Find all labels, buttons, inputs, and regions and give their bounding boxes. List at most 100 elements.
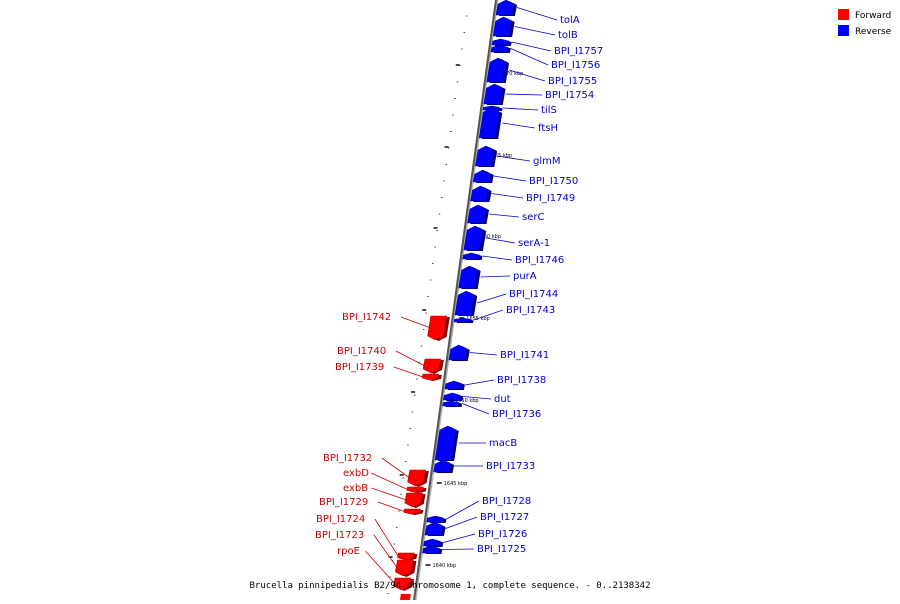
gene-body <box>448 344 468 361</box>
gene-label[interactable]: BPI_I1725 <box>477 544 526 555</box>
gene-leader <box>469 352 498 356</box>
gene-bpi-i1754[interactable]: BPI_I1754 <box>483 83 594 105</box>
gene-body <box>426 515 444 523</box>
gene-rpoe[interactable]: rpoE <box>337 546 415 591</box>
gene-bpi-i1736[interactable]: BPI_I1736 <box>442 400 542 420</box>
gene-label[interactable]: tolB <box>558 30 578 41</box>
gene-label[interactable]: BPI_I1740 <box>337 346 386 357</box>
gene-label[interactable]: macB <box>489 438 517 449</box>
gene-exbd[interactable]: exbD <box>343 468 427 493</box>
gene-bpi-i1732[interactable]: BPI_I1732 <box>323 453 429 487</box>
gene-label[interactable]: dut <box>494 394 511 405</box>
gene-label[interactable]: BPI_I1754 <box>545 90 594 101</box>
gene-label[interactable]: BPI_I1746 <box>515 255 564 266</box>
gene-tolb[interactable]: tolB <box>492 16 578 41</box>
gene-bpi-i1728[interactable]: BPI_I1728 <box>426 496 532 523</box>
kbp-label: 1660 kbp <box>477 234 501 240</box>
gene-label[interactable]: BPI_I1756 <box>551 60 600 71</box>
gene-label[interactable]: BPI_I1723 <box>315 530 364 541</box>
gene-leader <box>480 275 511 278</box>
gene-leader <box>516 7 558 21</box>
gene-sera-1[interactable]: serA-1 <box>463 225 550 251</box>
gene-leader <box>400 316 431 329</box>
gene-body <box>472 169 492 183</box>
gene-label[interactable]: exbD <box>343 468 369 479</box>
gene-body <box>453 317 471 323</box>
gene-label[interactable]: purA <box>513 271 537 282</box>
gene-label[interactable]: BPI_I1744 <box>509 289 558 300</box>
gene-pura[interactable]: purA <box>458 265 537 289</box>
gene-leader <box>443 533 476 543</box>
gene-label[interactable]: ftsH <box>538 123 558 134</box>
gene-label[interactable]: BPI_I1743 <box>506 305 555 316</box>
gene-bpi-i1726[interactable]: BPI_I1726 <box>423 529 527 547</box>
kbp-label: 1645 kbp <box>444 481 468 487</box>
gene-dut[interactable]: dut <box>443 392 511 405</box>
gene-bpi-i1756[interactable]: BPI_I1756 <box>490 44 600 71</box>
gene-label[interactable]: serC <box>522 212 544 223</box>
gene-label[interactable]: exbB <box>343 483 368 494</box>
gene-bpi-i1744[interactable]: BPI_I1744 <box>454 289 558 316</box>
gene-label[interactable]: BPI_I1736 <box>492 409 541 420</box>
gene-bpi-i1724[interactable]: BPI_I1724 <box>316 514 418 561</box>
gene-exbb[interactable]: exbB <box>343 483 426 508</box>
gene-label[interactable]: glmM <box>533 156 561 167</box>
gene-bpi-i1740[interactable]: BPI_I1740 <box>337 346 444 374</box>
gene-label[interactable]: BPI_I1738 <box>497 375 546 386</box>
gene-body <box>427 315 448 341</box>
gene-label[interactable]: serA-1 <box>518 238 550 249</box>
gene-label[interactable]: BPI_I1750 <box>529 176 578 187</box>
gene-bpi-i1750[interactable]: BPI_I1750 <box>472 169 578 187</box>
gene-bpi-i1741[interactable]: BPI_I1741 <box>448 344 549 361</box>
gene-label[interactable]: tilS <box>541 105 557 116</box>
gene-leader <box>462 403 490 415</box>
gene-body <box>458 265 478 289</box>
gene-leader <box>371 487 407 501</box>
gene-label[interactable]: BPI_I1739 <box>335 362 384 373</box>
gene-body <box>397 552 415 561</box>
minor-ticks <box>386 15 468 594</box>
gene-body <box>423 538 441 547</box>
legend-reverse-label: Reverse <box>855 27 892 37</box>
gene-leader <box>488 213 520 218</box>
gene-label[interactable]: BPI_I1729 <box>319 497 368 508</box>
gene-label[interactable]: BPI_I1727 <box>480 512 529 523</box>
gene-body <box>483 83 503 105</box>
gene-bpi-i1723[interactable]: BPI_I1723 <box>315 530 417 577</box>
gene-label[interactable]: BPI_I1749 <box>526 193 575 204</box>
gene-label[interactable]: BPI_I1757 <box>554 46 603 57</box>
gene-label[interactable]: BPI_I1733 <box>486 461 535 472</box>
gene-bpi-i1733[interactable]: BPI_I1733 <box>433 459 535 473</box>
gene-serc[interactable]: serC <box>467 204 545 224</box>
gene-bpi-i1742[interactable]: BPI_I1742 <box>342 312 450 341</box>
gene-label[interactable]: BPI_I1741 <box>500 350 549 361</box>
gene-macb[interactable]: macB <box>434 425 517 461</box>
gene-tola[interactable]: tolA <box>495 0 580 26</box>
gene-label[interactable]: tolA <box>560 15 580 26</box>
gene-bpi-i1755[interactable]: BPI_I1755 <box>486 57 597 87</box>
gene-label[interactable]: BPI_I1724 <box>316 514 365 525</box>
gene-bpi-i1746[interactable]: BPI_I1746 <box>462 252 565 266</box>
gene-body <box>393 577 412 591</box>
gene-bpi-i1757[interactable]: BPI_I1757 <box>491 38 603 57</box>
gene-glmm[interactable]: glmM <box>475 145 561 167</box>
gene-bpi-i1729[interactable]: BPI_I1729 <box>319 497 424 515</box>
gene-label[interactable]: BPI_I1728 <box>482 496 531 507</box>
gene-label[interactable]: rpoE <box>337 546 360 557</box>
gene-bpi-i1749[interactable]: BPI_I1749 <box>470 185 576 204</box>
gene-bpi-i1739[interactable]: BPI_I1739 <box>335 362 442 381</box>
gene-label[interactable]: BPI_I1732 <box>323 453 372 464</box>
gene-bpi-i1725[interactable]: BPI_I1725 <box>422 544 526 555</box>
kbp-label: 1655 kbp <box>466 316 490 322</box>
gene-ftsh[interactable]: ftsH <box>478 107 558 139</box>
gene-label[interactable]: BPI_I1742 <box>342 312 391 323</box>
gene-label[interactable]: BPI_I1726 <box>478 529 527 540</box>
gene-bpi-i1727[interactable]: BPI_I1727 <box>424 512 529 536</box>
gene-bpi-i1743[interactable]: BPI_I1743 <box>453 305 555 323</box>
gene-body <box>403 508 421 515</box>
legend-reverse-swatch <box>838 25 849 36</box>
gene-label[interactable]: BPI_I1755 <box>548 76 597 87</box>
gene-bpi-i1738[interactable]: BPI_I1738 <box>444 375 546 390</box>
